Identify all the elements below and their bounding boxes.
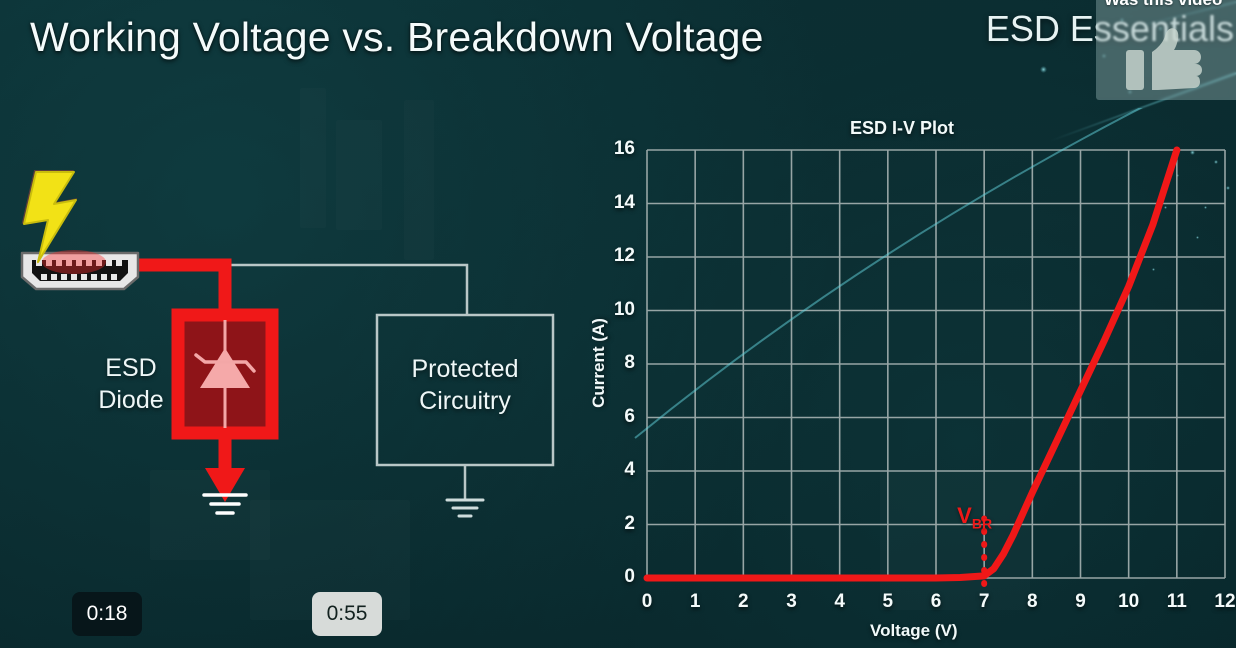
vbr-label-main: V (957, 502, 972, 528)
x-tick-11: 11 (1166, 591, 1187, 612)
y-tick-6: 6 (624, 405, 635, 427)
lightning-bolt-icon (21, 170, 78, 265)
vbr-label: VBR (957, 503, 992, 531)
x-tick-7: 7 (978, 591, 990, 612)
x-tick-0: 0 (641, 591, 653, 612)
timestamp-badge-total[interactable]: 0:55 (312, 592, 382, 636)
background-sweep-curve (634, 108, 1143, 439)
x-tick-5: 5 (882, 591, 894, 612)
hdmi-connector-icon (20, 250, 140, 291)
survey-overlay-panel[interactable]: Was this video (1096, 0, 1236, 100)
esd-current-trace (138, 258, 232, 315)
x-tick-4: 4 (834, 591, 845, 612)
x-tick-12: 12 (1214, 591, 1236, 612)
thumbs-up-icon[interactable] (1126, 28, 1202, 90)
y-tick-12: 12 (613, 245, 635, 266)
x-tick-2: 2 (738, 591, 749, 612)
protected-circuitry-label: Protected Circuitry (378, 353, 552, 417)
page-title: Working Voltage vs. Breakdown Voltage (30, 14, 764, 60)
grid-lines (646, 149, 1226, 579)
survey-prompt-text: Was this video (1104, 0, 1222, 10)
circuit-diagram (20, 170, 555, 518)
y-tick-14: 14 (613, 191, 635, 213)
y-tick-2: 2 (624, 512, 635, 534)
protected-label-line2: Circuitry (419, 387, 511, 415)
x-axis-label: Voltage (V) (870, 621, 958, 640)
protected-label-line1: Protected (411, 355, 519, 383)
vbr-label-subscript: BR (971, 514, 993, 531)
x-tick-10: 10 (1118, 591, 1140, 612)
timestamp-badge-current[interactable]: 0:18 (72, 592, 142, 636)
esd-diode-label: ESD Diode (88, 352, 174, 416)
y-tick-8: 8 (624, 352, 635, 373)
y-tick-10: 10 (613, 298, 635, 320)
signal-trace (150, 263, 469, 315)
plot-area (634, 108, 1226, 587)
x-tick-1: 1 (689, 591, 701, 612)
x-tick-8: 8 (1027, 591, 1038, 612)
esd-current-arrow (205, 468, 245, 502)
y-tick-0: 0 (624, 566, 635, 587)
iv-curve (643, 146, 1181, 582)
x-tick-6: 6 (930, 591, 942, 612)
y-tick-4: 4 (624, 459, 635, 480)
y-tick-16: 16 (613, 138, 635, 159)
x-tick-3: 3 (786, 591, 797, 612)
tvs-zener-diode-symbol (194, 320, 256, 428)
ground-icon-protected (445, 498, 485, 518)
ground-icon-esd (202, 493, 248, 515)
esd-diode-label-line2: Diode (98, 386, 164, 414)
x-tick-9: 9 (1075, 591, 1086, 612)
esd-diode-label-line1: ESD (105, 354, 157, 382)
chart-title: ESD I-V Plot (850, 118, 955, 138)
